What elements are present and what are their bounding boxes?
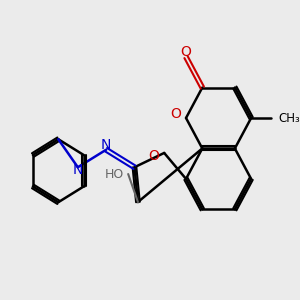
Text: O: O: [170, 107, 182, 121]
Text: HO: HO: [104, 167, 124, 181]
Text: O: O: [149, 149, 160, 163]
Text: N: N: [73, 163, 83, 177]
Text: O: O: [181, 45, 191, 59]
Text: CH₃: CH₃: [278, 112, 300, 124]
Text: N: N: [101, 138, 111, 152]
